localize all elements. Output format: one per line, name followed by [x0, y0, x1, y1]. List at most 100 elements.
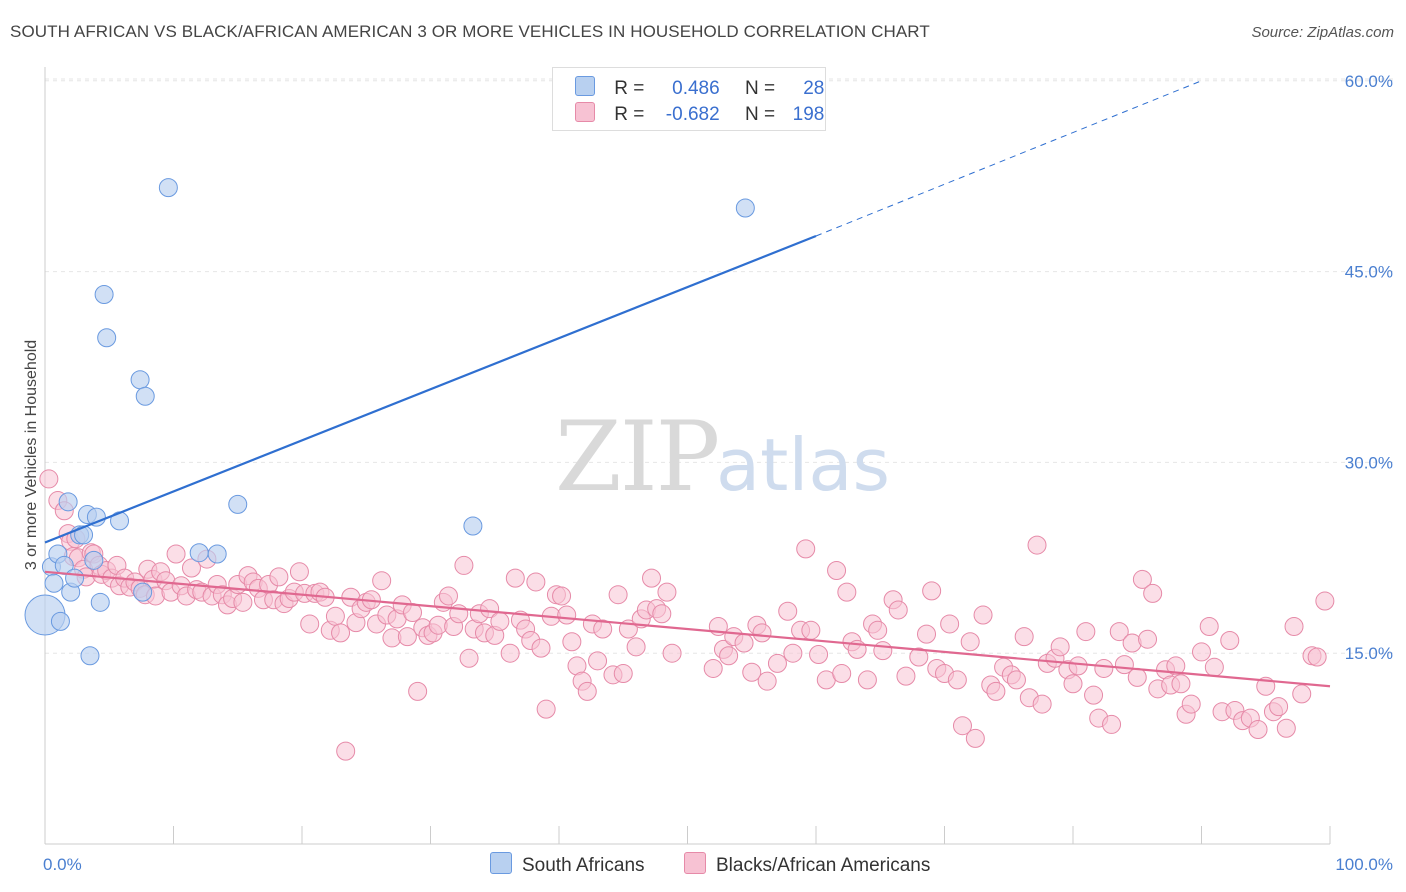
- data-point: [74, 525, 94, 545]
- data-point: [767, 653, 787, 673]
- data-point: [1166, 656, 1186, 676]
- y-tick-label: 45.0%: [1345, 263, 1393, 282]
- data-point: [166, 544, 186, 564]
- data-point: [1014, 627, 1034, 647]
- axes: [44, 67, 1331, 845]
- data-point: [952, 716, 972, 736]
- data-point: [896, 666, 916, 686]
- y-axis-label: 3 or more Vehicles in Household: [23, 340, 40, 570]
- watermark: ZIP atlas: [555, 401, 890, 513]
- data-point: [1269, 697, 1289, 717]
- legend-label: South Africans: [522, 855, 645, 876]
- n-value: 198: [792, 104, 825, 125]
- data-point: [1076, 622, 1096, 642]
- data-point: [526, 572, 546, 592]
- data-point: [973, 605, 993, 625]
- data-point: [1292, 684, 1312, 704]
- source-credit: Source: ZipAtlas.com: [1251, 24, 1394, 41]
- data-point: [827, 561, 847, 581]
- data-point: [233, 592, 253, 612]
- legend-row-blacks-african-americans: R = -0.682 N = 198: [575, 102, 824, 126]
- data-point: [50, 611, 70, 631]
- trend-line-blacks-african-americans: [44, 570, 1331, 688]
- data-point: [742, 662, 762, 682]
- data-point: [1284, 616, 1304, 636]
- data-point: [593, 619, 613, 639]
- data-point: [1068, 656, 1088, 676]
- correlation-legend: R = 0.486 N = 28 R = -0.682 N = 198: [552, 67, 826, 131]
- data-point: [500, 643, 520, 663]
- data-point: [1094, 658, 1114, 678]
- data-point: [536, 699, 556, 719]
- n-value: 28: [803, 78, 825, 99]
- data-point: [552, 586, 572, 606]
- data-point: [719, 646, 739, 666]
- data-point: [1315, 591, 1335, 611]
- y-tick-label: 60.0%: [1345, 72, 1393, 91]
- blue-swatch: [490, 852, 512, 874]
- data-point: [757, 671, 777, 691]
- data-point: [84, 550, 104, 570]
- n-label: N =: [744, 78, 776, 99]
- r-label: R =: [614, 78, 645, 99]
- series-legend: South Africans Blacks/African Americans: [0, 852, 1406, 878]
- data-point: [588, 651, 608, 671]
- data-point: [438, 586, 458, 606]
- data-point: [331, 623, 351, 643]
- data-point: [463, 516, 483, 536]
- data-point: [181, 558, 201, 578]
- data-point: [397, 627, 417, 647]
- data-point: [58, 492, 78, 512]
- data-point: [480, 599, 500, 619]
- pink-swatch: [684, 852, 706, 874]
- data-point: [505, 568, 525, 588]
- data-point: [960, 632, 980, 652]
- data-point: [613, 664, 633, 684]
- series-south-africans: [24, 178, 755, 666]
- data-point: [1102, 714, 1122, 734]
- data-point: [490, 611, 510, 631]
- x-tick-label: 100.0%: [1335, 855, 1393, 874]
- data-point: [454, 555, 474, 575]
- data-point: [207, 544, 227, 564]
- x-tick-label: 0.0%: [43, 855, 82, 874]
- watermark-atlas: atlas: [716, 423, 890, 507]
- data-point: [531, 638, 551, 658]
- y-tick-label: 30.0%: [1345, 453, 1393, 472]
- data-point: [642, 568, 662, 588]
- data-point: [158, 178, 178, 198]
- data-point: [1006, 670, 1026, 690]
- data-point: [372, 571, 392, 591]
- data-point: [940, 614, 960, 634]
- data-point: [917, 624, 937, 644]
- data-point: [80, 646, 100, 666]
- data-point: [1204, 657, 1224, 677]
- data-point: [965, 728, 985, 748]
- data-point: [796, 539, 816, 559]
- data-point: [735, 198, 755, 218]
- data-point: [837, 582, 857, 602]
- data-point: [557, 605, 577, 625]
- legend-item-south-africans: South Africans: [490, 852, 645, 877]
- data-point: [1276, 718, 1296, 738]
- data-point: [947, 670, 967, 690]
- data-point: [778, 601, 798, 621]
- n-label: N =: [744, 104, 776, 125]
- data-point: [986, 681, 1006, 701]
- data-point: [888, 600, 908, 620]
- data-point: [325, 606, 345, 626]
- data-point: [1050, 637, 1070, 657]
- trend-line-south-africans: [44, 234, 817, 544]
- data-point: [289, 562, 309, 582]
- data-point: [269, 567, 289, 587]
- trend-lines: [44, 80, 1331, 688]
- data-point: [1181, 694, 1201, 714]
- data-point: [1199, 616, 1219, 636]
- data-point: [1127, 667, 1147, 687]
- data-point: [1084, 685, 1104, 705]
- pink-swatch: [575, 102, 595, 122]
- data-point: [130, 370, 150, 390]
- data-point: [922, 581, 942, 601]
- data-point: [133, 582, 153, 602]
